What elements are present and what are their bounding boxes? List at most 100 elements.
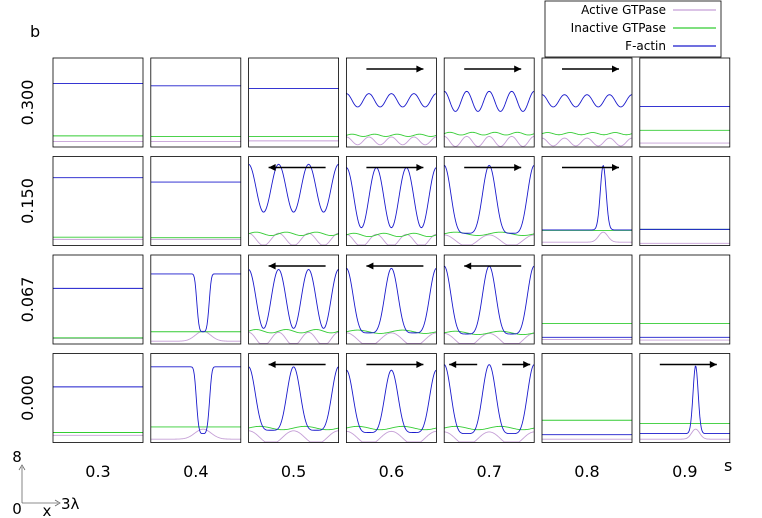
panel-frame	[541, 156, 633, 246]
scale-x-arrowhead	[54, 499, 61, 507]
panel-frame	[443, 353, 535, 443]
column-label-3: 0.6	[379, 462, 404, 481]
panel-r1-c6	[639, 156, 731, 246]
f-actin-line	[444, 265, 535, 335]
legend-entry-inactive: Inactive GTPase	[571, 21, 716, 35]
inactive-gtpase-line	[248, 425, 339, 431]
panel-frame	[639, 57, 731, 148]
direction-arrow-right	[562, 65, 619, 73]
active-gtpase-line	[444, 135, 535, 147]
active-gtpase-line	[542, 137, 632, 147]
legend: Active GTPase Inactive GTPase F-actin	[544, 0, 722, 58]
panel-label: b	[30, 22, 40, 41]
panel-r2-c1	[150, 254, 242, 345]
panel-r0-c5	[541, 57, 633, 148]
panel-frame	[345, 57, 437, 148]
scale-x-label: x	[43, 502, 52, 518]
panel-frame	[248, 353, 340, 443]
panel-r2-c2	[248, 254, 340, 345]
column-labels: 0.3 0.4 0.5 0.6 0.7 0.8 0.9	[85, 462, 697, 481]
panel-r1-c3	[345, 156, 437, 246]
row-label-2: 0.067	[18, 277, 37, 323]
direction-arrow-right	[464, 164, 522, 171]
panel-r0-c3	[345, 57, 437, 148]
legend-entry-factin: F-actin	[625, 39, 716, 53]
legend-label-factin: F-actin	[625, 39, 666, 53]
panel-frame	[443, 254, 535, 345]
f-actin-line	[444, 90, 535, 112]
column-label-0: 0.3	[85, 462, 110, 481]
panel-frame	[541, 353, 633, 443]
x-axis-label: s	[724, 456, 732, 475]
direction-arrow-right	[366, 164, 424, 171]
inactive-gtpase-line	[444, 131, 535, 136]
f-actin-line	[542, 94, 632, 108]
f-actin-line	[444, 164, 535, 234]
f-actin-line	[248, 268, 339, 329]
panel-r1-c2	[248, 156, 340, 246]
panel-r3-c2	[248, 353, 340, 443]
inactive-gtpase-line	[346, 232, 437, 238]
panel-r2-c4	[443, 254, 535, 345]
panel-r3-c6	[639, 353, 731, 443]
panel-frame	[150, 353, 242, 443]
panel-frame	[443, 156, 535, 246]
row-label-0: 0.300	[18, 80, 37, 126]
f-actin-line	[346, 267, 437, 334]
active-gtpase-line	[639, 428, 730, 440]
panel-frame	[52, 254, 144, 345]
panel-frame	[639, 353, 731, 443]
inactive-gtpase-line	[248, 231, 339, 236]
panel-r2-c3	[345, 254, 437, 345]
column-label-5: 0.8	[574, 462, 599, 481]
active-gtpase-line	[444, 431, 535, 443]
panel-frame	[150, 156, 242, 246]
panel-r3-c3	[345, 353, 437, 443]
f-actin-line	[346, 369, 437, 433]
active-gtpase-line	[346, 233, 437, 246]
row-labels: 0.300 0.150 0.067 0.000	[18, 80, 37, 421]
panel-grid	[52, 57, 731, 443]
f-actin-line	[444, 364, 535, 435]
column-label-6: 0.9	[672, 462, 697, 481]
panel-r3-c5	[541, 353, 633, 443]
scale-y-arrowhead	[18, 464, 26, 471]
inactive-gtpase-line	[542, 132, 632, 136]
panel-r2-c0	[52, 254, 144, 345]
scale-indicator: 8 0 x 3λ	[12, 448, 79, 518]
panel-r3-c4	[443, 353, 535, 443]
active-gtpase-line	[542, 231, 632, 243]
inactive-gtpase-line	[444, 330, 535, 335]
direction-arrow-left	[366, 262, 424, 270]
panel-frame	[248, 254, 340, 345]
row-label-1: 0.150	[18, 178, 37, 224]
f-actin-line	[248, 366, 339, 431]
active-gtpase-line	[346, 136, 437, 146]
legend-entry-active: Active GTPase	[581, 3, 716, 17]
panel-frame	[52, 156, 144, 246]
row-label-3: 0.000	[18, 375, 37, 421]
direction-arrow-right	[366, 361, 424, 368]
panel-frame	[52, 353, 144, 443]
direction-arrow-both	[449, 361, 531, 368]
panel-r3-c1	[150, 353, 242, 443]
inactive-gtpase-line	[444, 231, 535, 236]
panel-frame	[345, 254, 437, 345]
panel-r0-c6	[639, 57, 731, 148]
panel-frame	[541, 57, 633, 148]
panel-r1-c5	[541, 156, 633, 246]
panel-frame	[443, 57, 535, 148]
active-gtpase-line	[150, 330, 241, 342]
f-actin-line	[150, 366, 241, 435]
scale-y-max: 8	[12, 448, 22, 466]
panel-frame	[150, 254, 242, 345]
active-gtpase-line	[444, 332, 535, 344]
column-label-2: 0.5	[281, 462, 306, 481]
active-gtpase-line	[248, 331, 339, 344]
column-label-1: 0.4	[183, 462, 208, 481]
panel-frame	[639, 156, 731, 246]
panel-r1-c4	[443, 156, 535, 246]
panel-r2-c6	[639, 254, 731, 345]
f-actin-line	[248, 163, 339, 213]
legend-label-active: Active GTPase	[581, 3, 666, 17]
